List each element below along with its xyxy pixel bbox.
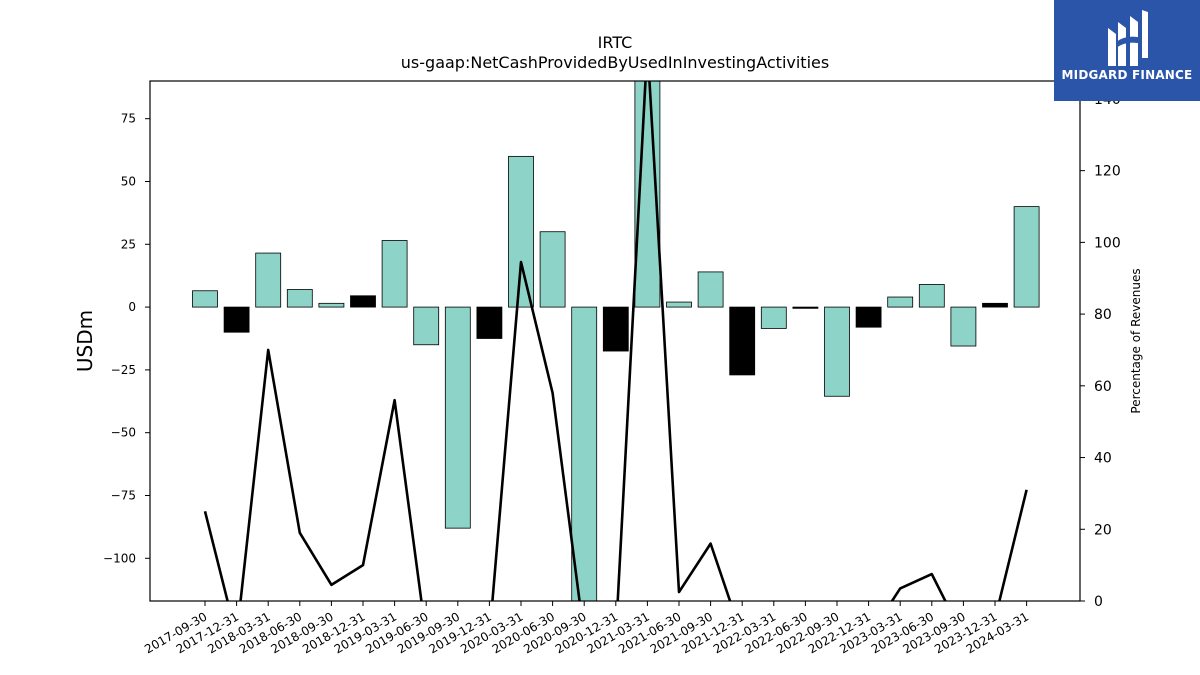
- y-tick-label: 75: [121, 112, 136, 126]
- y2-tick-label: 40: [1094, 451, 1112, 467]
- right-axis-ticks: 020406080100120140: [1080, 92, 1121, 610]
- bar: [508, 155, 534, 308]
- bar: [318, 302, 345, 308]
- bar: [223, 306, 250, 333]
- bar: [413, 306, 440, 346]
- bar: [192, 290, 218, 308]
- line-path: [203, 81, 1028, 601]
- bar: [444, 306, 471, 529]
- y2-axis-label: Percentage of Revenues: [1129, 268, 1143, 413]
- bar: [476, 306, 503, 339]
- y2-tick-label: 120: [1094, 164, 1121, 180]
- brand-logo: MIDGARD FINANCE: [1054, 0, 1200, 101]
- y2-tick-label: 60: [1094, 379, 1112, 395]
- y2-tick-label: 20: [1094, 522, 1112, 538]
- y-tick-label: 0: [128, 300, 136, 314]
- plot-frame: [149, 80, 1081, 602]
- bar: [571, 306, 598, 601]
- bar: [760, 306, 787, 329]
- y-tick-label: 25: [121, 237, 136, 251]
- bar: [950, 306, 977, 347]
- line-series: [203, 81, 1028, 601]
- bar: [792, 306, 819, 309]
- y-tick-label: −25: [111, 363, 136, 377]
- bar: [982, 302, 1008, 308]
- bar: [824, 306, 850, 397]
- y-tick-label: −75: [111, 488, 136, 502]
- bar: [918, 284, 945, 308]
- bar: [1013, 206, 1040, 308]
- bar: [634, 81, 661, 308]
- y-axis-label: USDm: [73, 310, 97, 372]
- bar: [255, 252, 282, 308]
- y2-tick-label: 80: [1094, 307, 1112, 323]
- bar: [666, 301, 692, 308]
- x-axis-ticks: 2017-09-302017-12-312018-03-312018-06-30…: [142, 601, 1031, 656]
- y2-tick-label: 0: [1094, 594, 1103, 610]
- chart-title: IRTC: [598, 33, 633, 52]
- y-tick-label: −50: [111, 426, 136, 440]
- bar: [350, 295, 376, 308]
- bar: [887, 296, 914, 308]
- chart-subtitle: us-gaap:NetCashProvidedByUsedInInvesting…: [401, 53, 829, 72]
- bar: [697, 271, 724, 308]
- bar: [381, 240, 408, 308]
- bar: [729, 306, 756, 376]
- bar: [602, 306, 629, 352]
- logo-mark-icon: [1108, 10, 1148, 66]
- bar: [286, 289, 313, 308]
- y-tick-label: 50: [121, 174, 136, 188]
- left-axis-ticks: 75 50 25 0 −25 −50 −75 −100: [103, 112, 150, 565]
- y2-tick-label: 100: [1094, 235, 1121, 251]
- bar: [539, 231, 566, 308]
- logo-text: MIDGARD FINANCE: [1061, 68, 1193, 82]
- bar: [855, 306, 882, 328]
- bar-series: [192, 81, 1040, 601]
- y-tick-label: −100: [103, 551, 136, 565]
